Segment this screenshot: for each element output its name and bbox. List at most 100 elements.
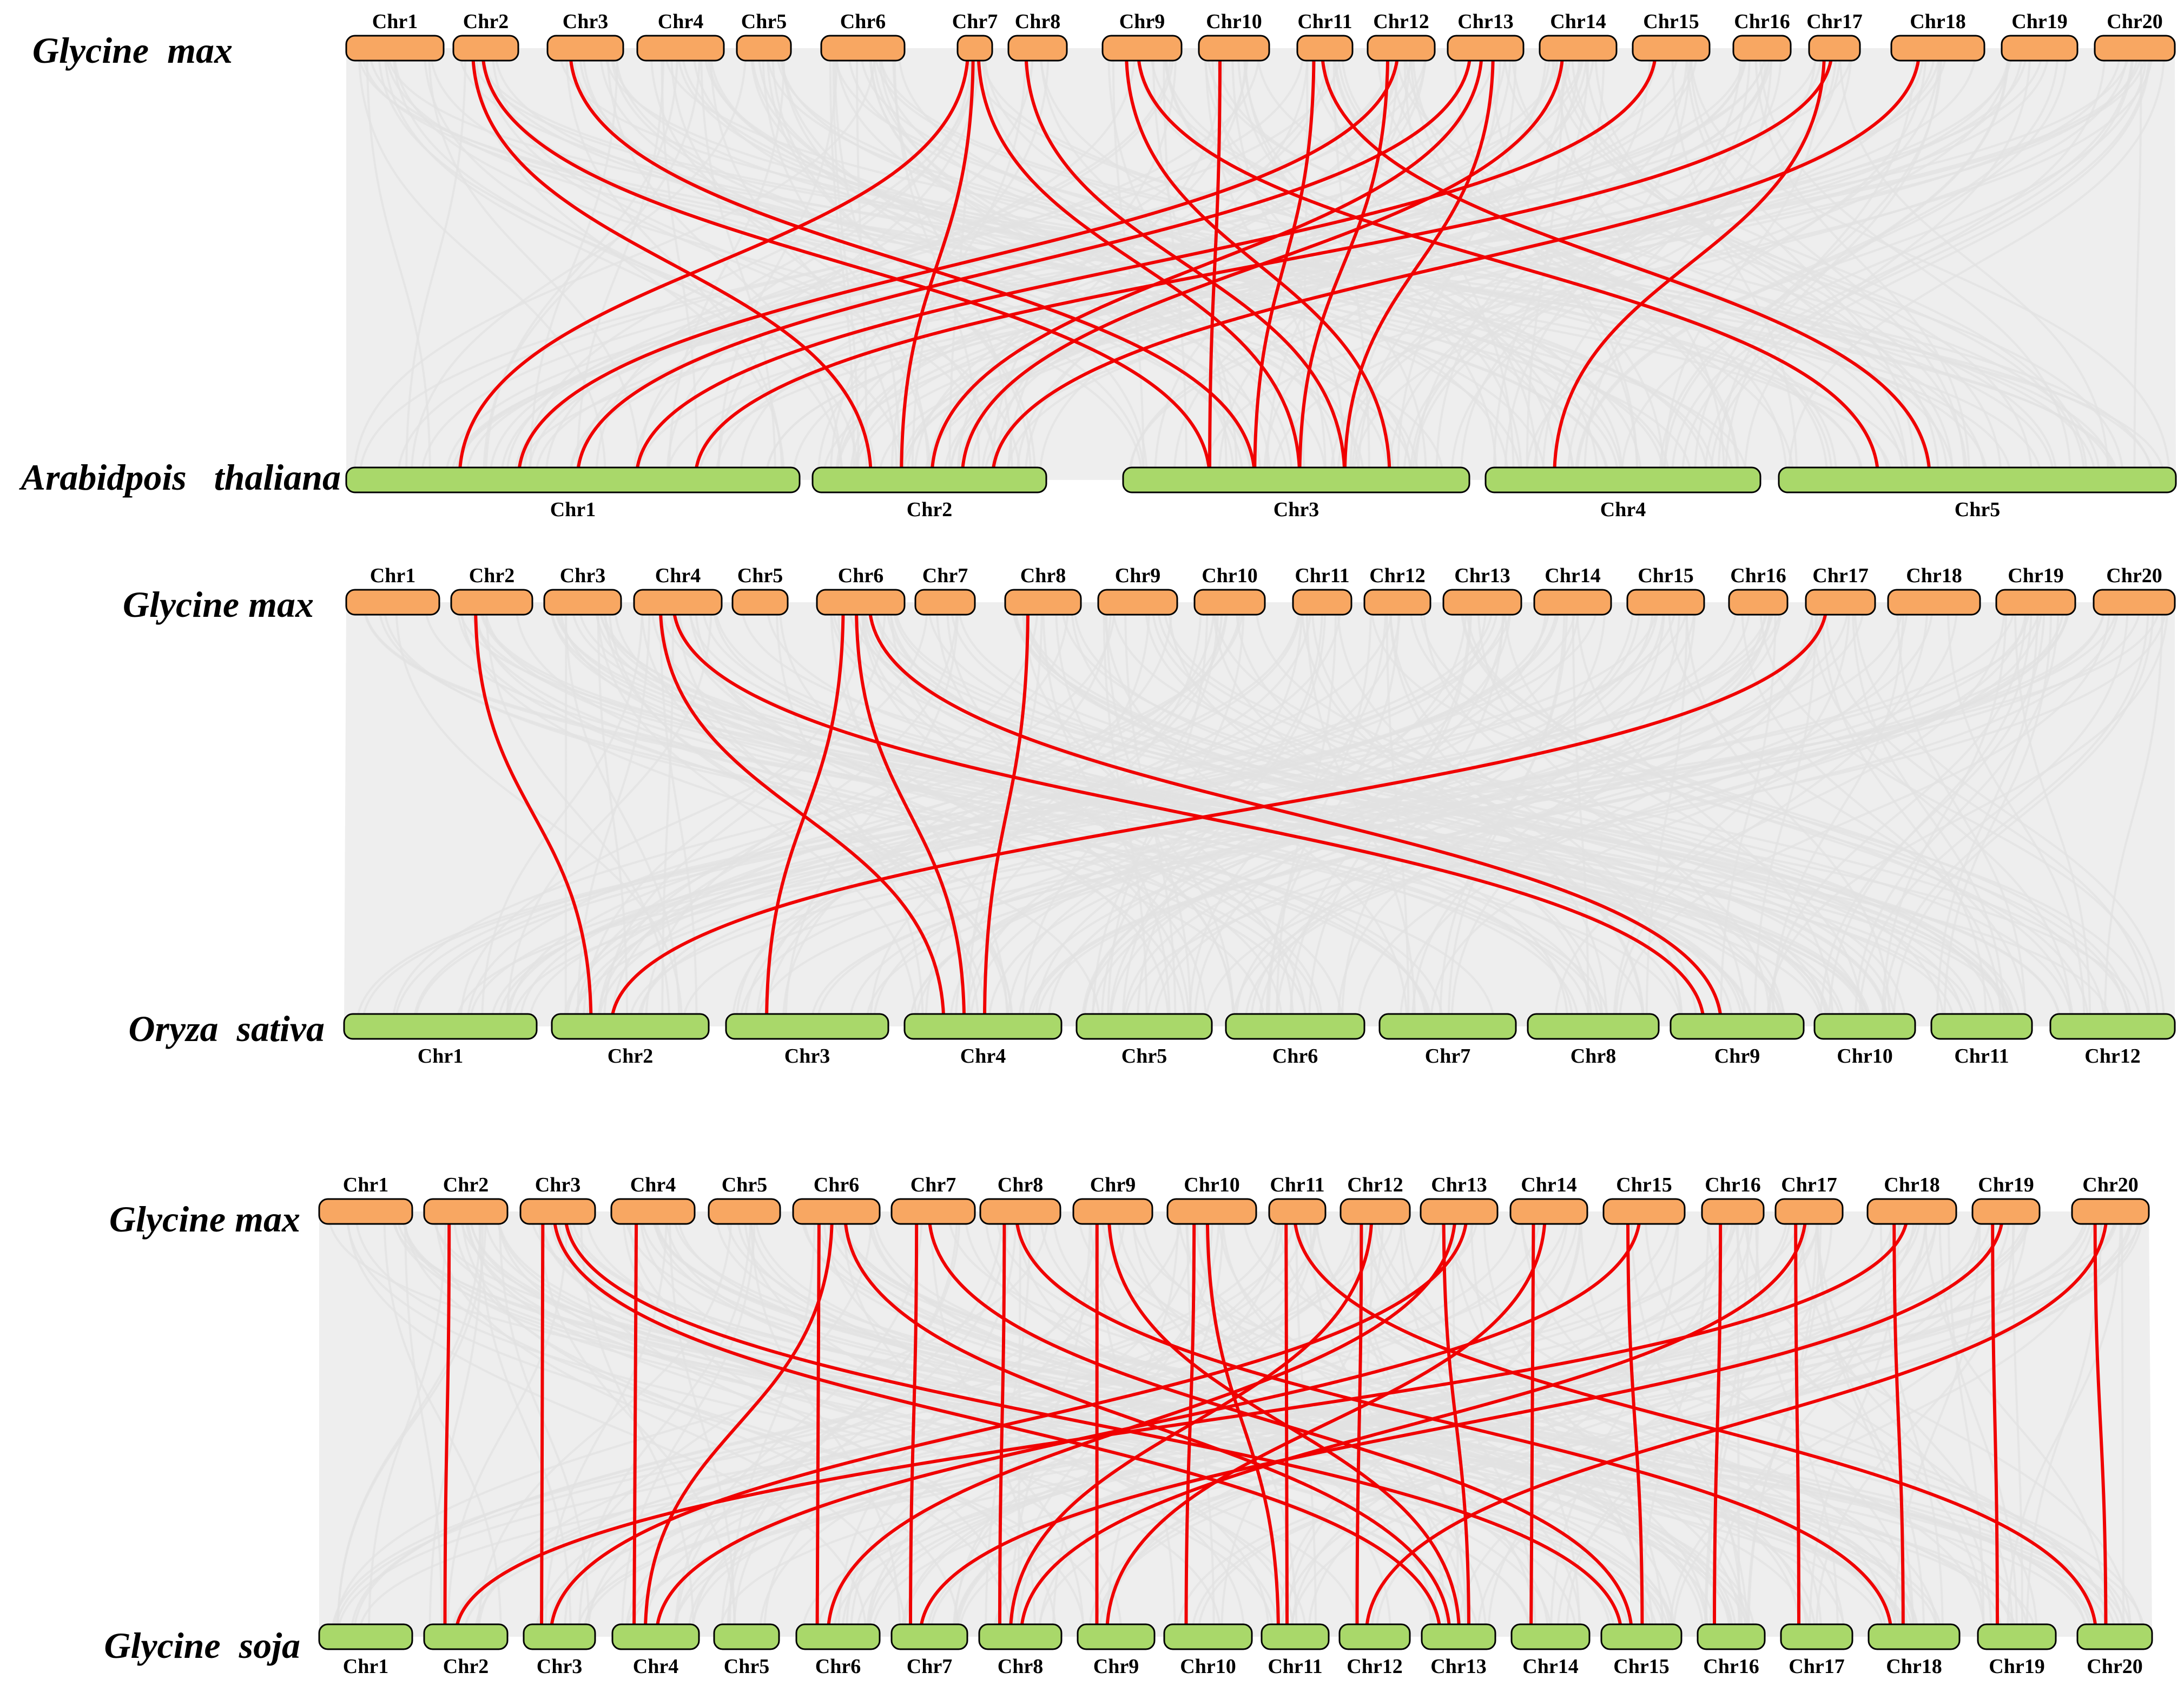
- background-link: [490, 603, 1782, 1026]
- background-link: [1092, 603, 1245, 1026]
- bottom-chromosome-label: Chr6: [1272, 1045, 1318, 1068]
- background-link: [1078, 1212, 2029, 1636]
- top-chromosome-chr1: [345, 589, 440, 616]
- top-chromosome-label: Chr18: [1910, 10, 1965, 33]
- background-link: [595, 49, 978, 479]
- background-links: [355, 603, 2169, 1026]
- top-species-label: Glycine max: [123, 584, 314, 625]
- background-link: [606, 49, 843, 479]
- bottom-chromosome-label: Chr9: [1093, 1655, 1139, 1678]
- background-link: [1021, 603, 1219, 1026]
- bottom-chromosome-chr16: [1697, 1623, 1766, 1650]
- background-link: [1614, 603, 1929, 1026]
- background-link: [1584, 49, 1940, 479]
- background-link: [1704, 49, 2106, 479]
- top-chromosome-label: Chr1: [372, 10, 418, 33]
- highlighted-link: [1298, 49, 1390, 479]
- background-link: [401, 1212, 1653, 1636]
- top-chromosome-label: Chr6: [840, 10, 886, 33]
- background-link: [613, 603, 1428, 1026]
- top-chromosome-chr12: [1367, 35, 1436, 62]
- top-chromosome-chr8: [1007, 35, 1068, 62]
- highlighted-link: [815, 1212, 821, 1636]
- bottom-chromosome-chr19: [1977, 1623, 2057, 1650]
- background-link: [1006, 603, 1487, 1026]
- bottom-chromosome-label: Chr7: [1425, 1045, 1470, 1068]
- background-link: [1838, 49, 2110, 479]
- bottom-chromosome-label: Chr11: [1268, 1655, 1322, 1678]
- background-link: [1163, 603, 2130, 1026]
- background-link: [861, 603, 1208, 1026]
- background-link: [1014, 603, 1965, 1026]
- background-link: [1030, 603, 2069, 1026]
- background-link: [1308, 603, 1473, 1026]
- background-link: [930, 1212, 1036, 1636]
- highlighted-link: [632, 1212, 638, 1636]
- background-link: [506, 603, 712, 1026]
- background-link: [766, 603, 1782, 1026]
- bottom-chromosome-chr2: [811, 466, 1047, 493]
- top-chromosome-chr19: [2001, 35, 2079, 62]
- background-link: [733, 1212, 1009, 1636]
- top-chromosome-label: Chr1: [343, 1174, 388, 1196]
- highlighted-link: [909, 1212, 919, 1636]
- top-chromosome-label: Chr17: [1806, 10, 1862, 33]
- background-link: [1157, 603, 2073, 1026]
- background-link: [1402, 1212, 1747, 1636]
- panel-glycine-max-vs-oryza-sativa: Chr1 Chr2 Chr3 Chr4 Chr5 Chr6 Chr7 Chr8 Chr9 Chr1…: [123, 564, 2176, 1068]
- top-chromosome-label: Chr20: [2107, 10, 2162, 33]
- background-link: [1667, 603, 2027, 1026]
- top-chromosome-label: Chr12: [1373, 10, 1429, 33]
- top-chromosome-label: Chr4: [658, 10, 703, 33]
- highlighted-link: [1292, 1212, 2098, 1636]
- bottom-chromosome-label: Chr5: [724, 1655, 769, 1678]
- top-chromosome-label: Chr14: [1521, 1174, 1576, 1196]
- bottom-chromosome-label: Chr10: [1837, 1045, 1892, 1068]
- highlighted-links: [474, 603, 1829, 1026]
- background-link: [845, 1212, 1110, 1636]
- top-chromosome-label: Chr3: [535, 1174, 580, 1196]
- background-link: [928, 49, 1400, 479]
- background-link: [336, 1212, 1739, 1636]
- bottom-chromosome-chr12: [1338, 1623, 1411, 1650]
- background-link: [1567, 49, 1927, 479]
- bottom-chromosome-chr5: [713, 1623, 780, 1650]
- top-chromosome-label: Chr7: [952, 10, 998, 33]
- background-link: [366, 49, 431, 479]
- background-link: [1042, 603, 1171, 1026]
- top-chromosome-chr2: [450, 589, 533, 616]
- background-link: [576, 49, 665, 479]
- top-chromosome-chr9: [1101, 35, 1183, 62]
- background-link: [1947, 1212, 1985, 1636]
- background-link: [1243, 49, 1558, 479]
- top-chromosome-chr15: [1602, 1198, 1686, 1225]
- background-link: [1368, 1212, 1654, 1636]
- background-link: [549, 603, 1609, 1026]
- background-link: [1430, 1212, 1726, 1636]
- highlighted-link: [1019, 1212, 1807, 1636]
- bottom-chromosome-chr12: [2049, 1013, 2176, 1040]
- background-link: [927, 603, 1888, 1026]
- background-link: [750, 49, 1262, 479]
- background-link: [1511, 49, 1954, 479]
- background-link: [1640, 1212, 1710, 1636]
- background-link: [835, 49, 1331, 479]
- background-link: [1671, 49, 2135, 479]
- background-link: [923, 49, 2050, 479]
- background-link: [1013, 603, 1867, 1026]
- background-link: [1054, 603, 1235, 1026]
- bottom-chromosome-label: Chr12: [1347, 1655, 1402, 1678]
- bottom-chromosome-label: Chr4: [960, 1045, 1006, 1068]
- background-link: [681, 49, 1670, 479]
- background-link: [1709, 1212, 1893, 1636]
- bottom-chromosome-label: Chr10: [1180, 1655, 1236, 1678]
- highlighted-link: [540, 1212, 545, 1636]
- background-link: [766, 49, 1864, 479]
- background-link: [675, 1212, 1003, 1636]
- background-link: [544, 1212, 668, 1636]
- bottom-chromosome-chr4: [903, 1013, 1063, 1040]
- highlighted-link: [655, 1212, 1642, 1636]
- background-link: [756, 603, 1173, 1026]
- top-chromosome-chr17: [1805, 589, 1876, 616]
- top-chromosome-label: Chr4: [630, 1174, 676, 1196]
